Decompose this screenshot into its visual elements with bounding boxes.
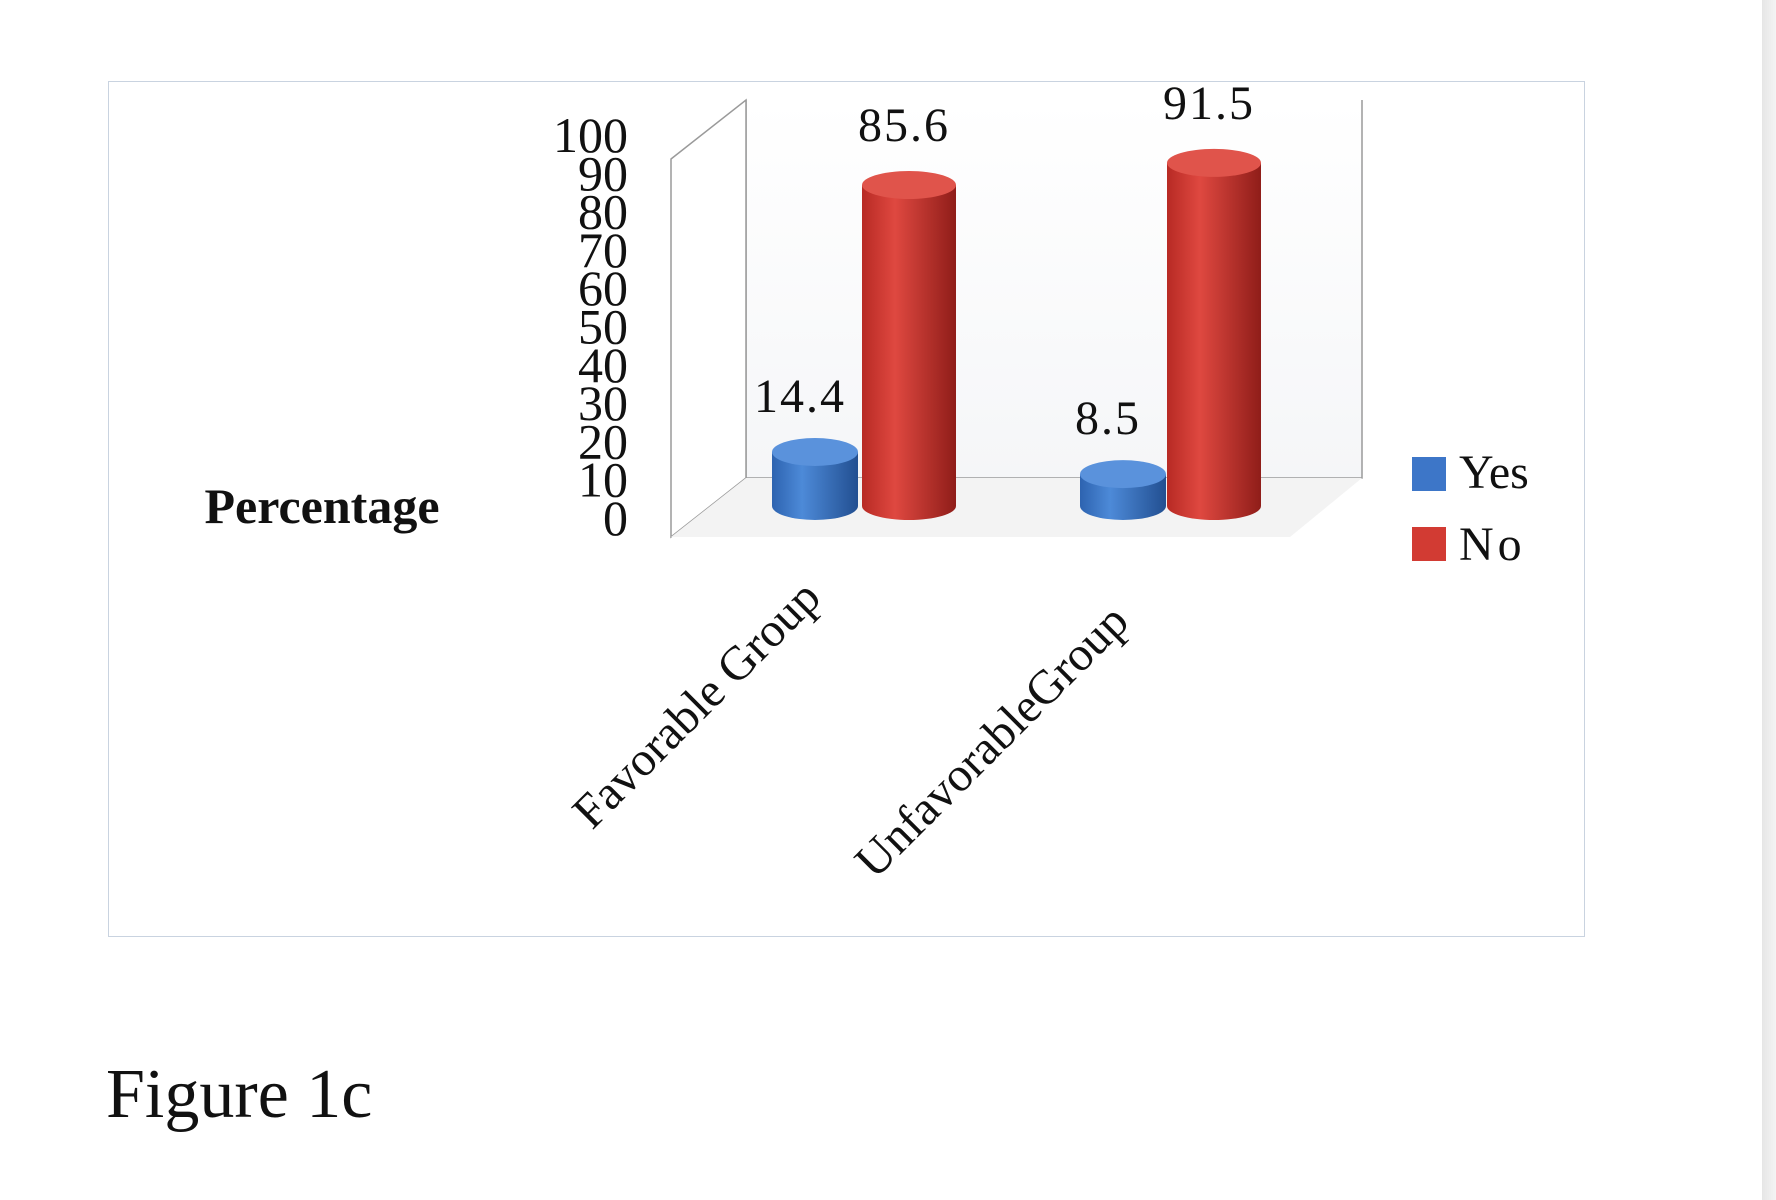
- bar-yes-1: [1080, 460, 1166, 520]
- legend-label-yes: Yes: [1459, 446, 1529, 499]
- y-tick-label: 100: [553, 107, 628, 163]
- y-tick-label: 70: [578, 222, 628, 278]
- bar-top: [1167, 148, 1261, 177]
- bar-no-0: [862, 171, 956, 520]
- legend-swatch-yes: [1412, 457, 1446, 491]
- bar-no-1: [1167, 148, 1261, 520]
- y-axis-title: Percentage: [204, 478, 439, 534]
- y-tick-label: 10: [578, 452, 628, 508]
- y-tick-label: 20: [578, 413, 628, 469]
- y-tick-label: 80: [578, 184, 628, 240]
- bar-top: [772, 438, 858, 466]
- data-label: 91.5: [1163, 77, 1255, 130]
- bar-body: [862, 185, 956, 520]
- y-tick-label: 60: [578, 260, 628, 316]
- figure-caption: Figure 1c: [106, 1056, 373, 1133]
- bar-body: [1167, 162, 1261, 520]
- bar-top: [1080, 460, 1166, 489]
- y-tick-label: 90: [578, 145, 628, 201]
- data-label: 85.6: [858, 99, 950, 152]
- side-wall: [670, 98, 747, 539]
- y-tick-label: 0: [603, 490, 628, 546]
- scroll-edge: [1762, 0, 1776, 1200]
- legend-swatch-no: [1412, 527, 1446, 561]
- y-tick-label: 40: [578, 337, 628, 393]
- legend-label-no: No: [1459, 518, 1526, 571]
- y-tick-label: 30: [578, 375, 628, 431]
- bar-yes-0: [772, 438, 858, 520]
- data-label: 8.5: [1075, 392, 1141, 445]
- bar-top: [862, 171, 956, 199]
- legend: Yes No: [1412, 446, 1529, 571]
- x-category-label: Favorable Group: [562, 570, 830, 838]
- bar-body: [772, 452, 858, 520]
- x-category-label: UnfavorableGroup: [845, 594, 1139, 888]
- y-tick-label: 50: [578, 299, 628, 355]
- data-label: 14.4: [754, 370, 846, 423]
